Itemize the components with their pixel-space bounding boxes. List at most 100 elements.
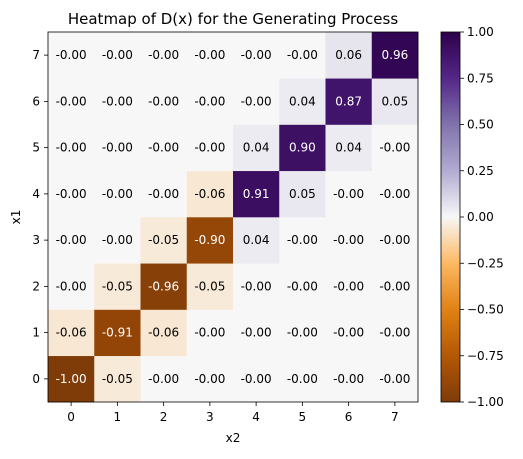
heatmap-cell-3-2: [140, 217, 188, 264]
heatmap-cell-7-1: [94, 32, 141, 79]
heatmap-cell-1-4: [233, 309, 280, 357]
cell-value-label: -0.00: [56, 141, 87, 155]
cell-value-label: 0.96: [382, 48, 409, 62]
heatmap-cell-1-5: [279, 309, 326, 357]
heatmap-cell-3-7: [371, 217, 419, 264]
cell-value-label: -0.00: [333, 279, 364, 293]
x-axis-ticks: 0 1 2 3 4 5 6 7: [67, 402, 399, 424]
heatmap-cell-4-0: [48, 170, 95, 218]
heatmap-cell-6-2: [140, 78, 188, 125]
heatmap-cell-6-0: [48, 78, 95, 125]
chart-title: Heatmap of D(x) for the Generating Proce…: [68, 10, 398, 28]
heatmap-cell-0-6: [325, 355, 373, 403]
heatmap-cell-6-4: [233, 78, 280, 125]
heatmap-cell-0-0: [48, 355, 95, 403]
cell-value-label: 0.04: [243, 233, 270, 247]
heatmap-cell-4-7: [371, 170, 419, 218]
cell-value-label: -0.00: [102, 141, 133, 155]
heatmap-cell-1-0: [48, 309, 95, 357]
cell-value-label: -0.00: [241, 279, 272, 293]
heatmap-cell-7-2: [140, 32, 188, 79]
cell-value-label: -0.00: [379, 279, 410, 293]
heatmap-cell-4-6: [325, 170, 373, 218]
x-tick-label: 6: [345, 410, 353, 424]
heatmap-cell-7-7: [371, 32, 419, 79]
cell-value-label: -0.00: [56, 48, 87, 62]
cell-value-label: -0.00: [194, 48, 225, 62]
heatmap-cell-5-6: [325, 124, 373, 172]
x-tick-label: 7: [391, 410, 399, 424]
cell-value-label: -0.00: [379, 233, 410, 247]
x-tick-label: 1: [114, 410, 122, 424]
colorbar-tick-label: 0.75: [467, 71, 494, 85]
y-tick-label: 7: [32, 48, 40, 62]
cell-value-label: -0.00: [379, 187, 410, 201]
colorbar: [440, 31, 461, 403]
cell-value-label: -0.00: [333, 233, 364, 247]
x-tick-label: 2: [160, 410, 168, 424]
cell-value-label: -0.00: [287, 48, 318, 62]
y-tick-label: 5: [32, 141, 40, 155]
cell-value-label: -0.00: [102, 233, 133, 247]
heatmap-cell-7-3: [186, 32, 234, 79]
cell-value-label: -0.00: [102, 48, 133, 62]
cell-value-label: -1.00: [56, 372, 87, 386]
cell-value-label: 0.06: [335, 48, 362, 62]
y-tick-label: 0: [32, 372, 40, 386]
cell-value-label: -0.91: [102, 326, 133, 340]
heatmap-cell-0-1: [94, 355, 141, 403]
cell-value-label: -0.00: [56, 279, 87, 293]
colorbar-tick-label: −0.50: [467, 303, 504, 317]
heatmap-cell-1-2: [140, 309, 188, 357]
cell-value-label: -0.00: [287, 372, 318, 386]
heatmap-cell-6-6: [325, 78, 373, 125]
heatmap-cell-2-3: [186, 263, 234, 310]
heatmap-cell-7-5: [279, 32, 326, 79]
heatmap-cell-1-6: [325, 309, 373, 357]
cell-value-label: 0.91: [243, 187, 270, 201]
cell-value-label: -0.96: [148, 279, 179, 293]
cell-value-label: -0.00: [333, 326, 364, 340]
cell-value-label: -0.00: [379, 372, 410, 386]
colorbar-tick-label: 0.25: [467, 164, 494, 178]
cell-value-label: -0.00: [194, 94, 225, 108]
cell-value-label: -0.00: [148, 48, 179, 62]
heatmap-cell-2-2: [140, 263, 188, 310]
x-tick-label: 4: [252, 410, 260, 424]
y-tick-label: 3: [32, 233, 40, 247]
y-axis-ticks: 0 1 2 3 4 5 6 7: [32, 48, 48, 386]
cell-value-label: -0.00: [287, 279, 318, 293]
heatmap-cell-4-5: [279, 170, 326, 218]
heatmap-cell-3-3: [186, 217, 234, 264]
heatmap-cell-2-0: [48, 263, 95, 310]
heatmap-cell-6-5: [279, 78, 326, 125]
heatmap-cell-0-5: [279, 355, 326, 403]
cell-value-label: -0.00: [56, 94, 87, 108]
cell-value-label: -0.00: [379, 326, 410, 340]
heatmap-cell-0-2: [140, 355, 188, 403]
colorbar-tick-label: 0.00: [467, 210, 494, 224]
heatmap-cell-2-6: [325, 263, 373, 310]
cell-value-label: -0.00: [56, 233, 87, 247]
heatmap-cell-2-7: [371, 263, 419, 310]
x-tick-label: 5: [299, 410, 307, 424]
heatmap-cell-5-5: [279, 124, 326, 172]
cell-value-label: -0.00: [241, 372, 272, 386]
colorbar-ticks: 1.00 0.75 0.50 0.25 0.00 −0.25 −0.50 −0.75 −1.00: [460, 25, 504, 409]
y-tick-label: 4: [32, 187, 40, 201]
y-tick-label: 2: [32, 279, 40, 293]
cell-value-label: -0.06: [194, 187, 225, 201]
y-tick-label: 6: [32, 94, 40, 108]
cell-value-label: -0.00: [148, 372, 179, 386]
cell-value-label: 0.87: [335, 94, 362, 108]
cell-value-label: -0.00: [194, 326, 225, 340]
heatmap-cell-0-7: [371, 355, 419, 403]
heatmap-cells: [48, 32, 419, 403]
heatmap-cell-4-2: [140, 170, 188, 218]
heatmap-cell-0-3: [186, 355, 234, 403]
heatmap-cell-2-1: [94, 263, 141, 310]
cell-value-label: -0.05: [194, 279, 225, 293]
heatmap-cell-2-5: [279, 263, 326, 310]
colorbar-tick-label: 0.50: [467, 118, 494, 132]
